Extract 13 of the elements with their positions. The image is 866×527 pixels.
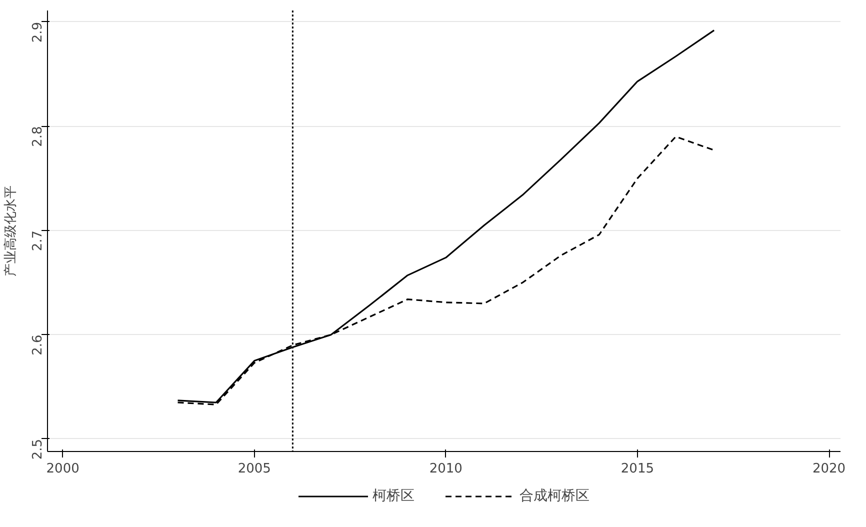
y-tick-label: 2.5 — [30, 438, 46, 460]
legend-label: 柯桥区 — [372, 487, 414, 505]
y-tick-label: 2.6 — [30, 334, 46, 356]
legend-label: 合成柯桥区 — [520, 487, 590, 505]
x-tick-label: 2005 — [238, 462, 271, 476]
x-tick-label: 2015 — [620, 462, 654, 476]
x-tick-label: 2020 — [812, 462, 846, 476]
y-tick-label: 2.7 — [30, 230, 46, 252]
x-tick-label: 2000 — [46, 462, 80, 476]
y-axis-title: 产业高级化水平 — [2, 186, 18, 276]
y-tick-label: 2.8 — [30, 126, 46, 147]
x-tick-label: 2010 — [429, 462, 462, 476]
y-tick-label: 2.9 — [30, 22, 46, 43]
